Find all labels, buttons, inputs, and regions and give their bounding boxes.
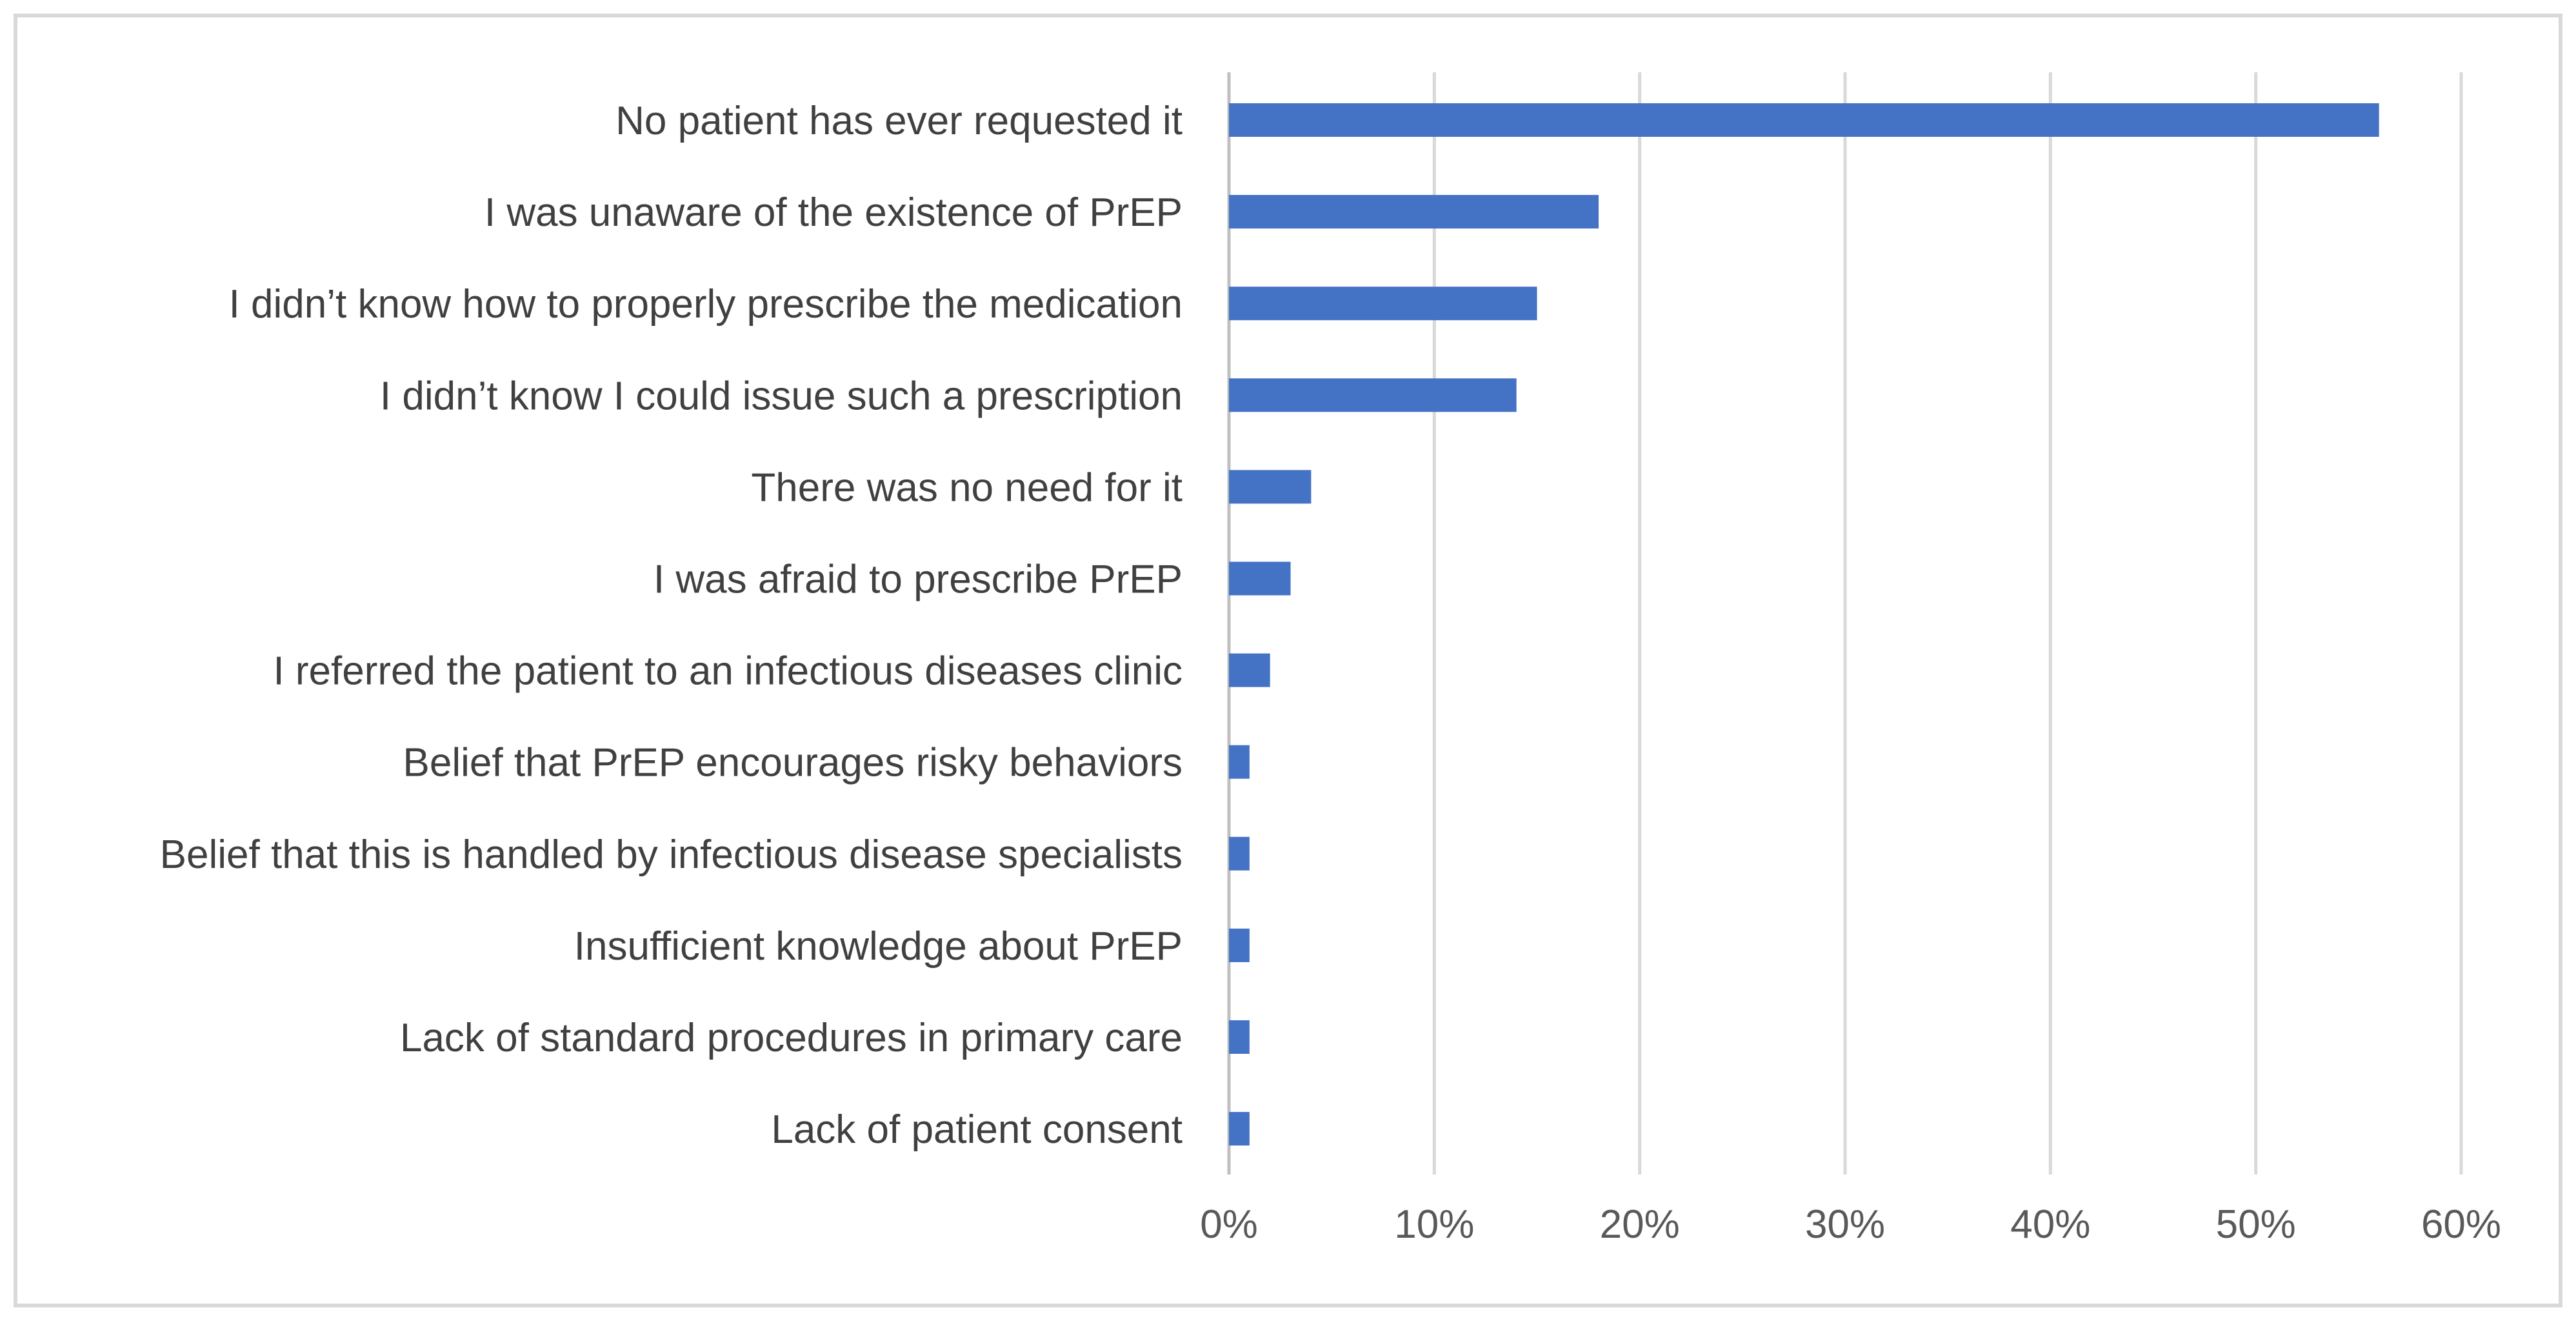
category-label: Lack of standard procedures in primary c… (400, 1016, 1183, 1060)
bar (1229, 561, 1291, 596)
bar (1229, 287, 1537, 321)
x-tick-label: 30% (1805, 1202, 1885, 1247)
category-label: I was unaware of the existence of PrEP (484, 190, 1183, 235)
x-tick-label: 10% (1394, 1202, 1474, 1247)
bar (1229, 470, 1312, 504)
category-labels: No patient has ever requested it I was un… (160, 99, 1183, 1152)
category-label: No patient has ever requested it (615, 99, 1183, 143)
bar (1229, 1020, 1250, 1054)
category-label: Insufficient knowledge about PrEP (574, 924, 1183, 969)
bar (1229, 928, 1250, 962)
x-tick-label: 40% (2010, 1202, 2090, 1247)
category-label: I didn’t know how to properly prescribe … (229, 282, 1183, 327)
bar (1229, 653, 1270, 687)
x-tick-label: 50% (2216, 1202, 2296, 1247)
category-label: I was afraid to prescribe PrEP (654, 558, 1183, 602)
bar (1229, 103, 2379, 137)
category-label: I didn’t know I could issue such a presc… (380, 374, 1183, 418)
bar (1229, 745, 1250, 779)
chart-border (14, 14, 2562, 1307)
x-tick-label: 60% (2421, 1202, 2501, 1247)
category-label: Belief that PrEP encourages risky behavi… (403, 741, 1183, 785)
category-label: I referred the patient to an infectious … (273, 649, 1183, 694)
bar-series (1229, 103, 2379, 1146)
x-tick-label: 0% (1200, 1202, 1258, 1247)
bar (1229, 836, 1250, 871)
x-axis-tick-labels: 0% 10% 20% 30% 40% 50% 60% (1200, 1202, 2501, 1247)
bar (1229, 1112, 1250, 1146)
x-tick-label: 20% (1600, 1202, 1680, 1247)
gridlines (1227, 72, 2463, 1175)
bar (1229, 195, 1599, 229)
category-label: There was no need for it (751, 465, 1183, 510)
bar (1229, 378, 1517, 412)
category-label: Belief that this is handled by infectiou… (160, 832, 1183, 877)
category-label: Lack of patient consent (771, 1107, 1183, 1152)
